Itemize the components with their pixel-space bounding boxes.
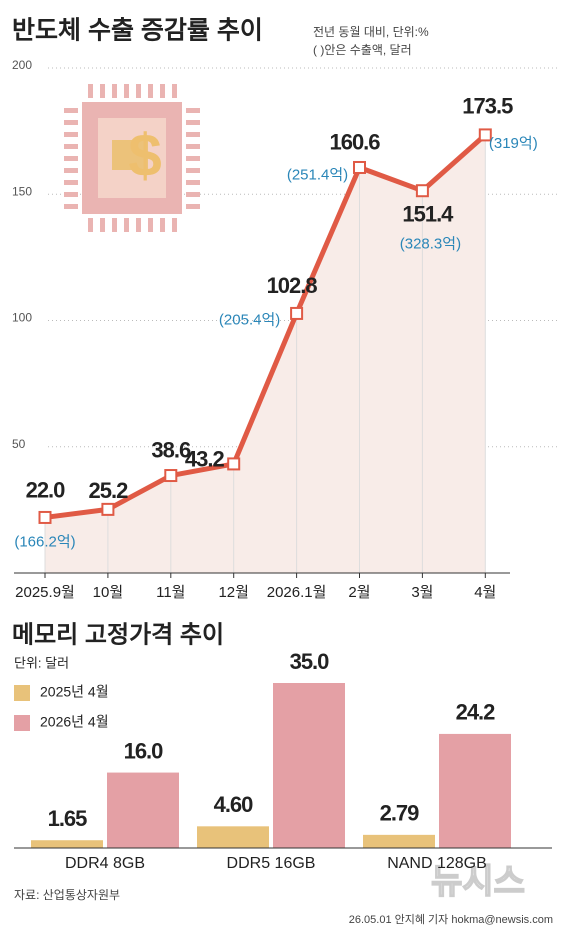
- value-label: 173.5: [462, 94, 513, 119]
- legend-swatch: [14, 685, 30, 701]
- legend-label: 2025년 4월: [40, 684, 109, 700]
- value-label: 16.0: [124, 738, 164, 763]
- value-label: 24.2: [456, 700, 496, 725]
- export-label: (319억): [489, 135, 538, 152]
- x-tick-label: 2월: [348, 584, 370, 601]
- export-label: (166.2억): [14, 533, 75, 550]
- logo: 뉴시스: [431, 863, 525, 901]
- value-label: 102.8: [267, 273, 318, 298]
- y-tick-label: 150: [12, 184, 32, 198]
- unit: 단위: 달러: [14, 655, 69, 670]
- bar: [363, 834, 435, 848]
- x-tick-label: 11월: [156, 584, 185, 601]
- x-tick-label: 2026.1월: [267, 584, 327, 601]
- source: 자료: 산업통상자원부: [14, 888, 120, 902]
- value-label: 35.0: [290, 649, 330, 674]
- bar: [31, 840, 103, 848]
- note: ( )안은 수출액, 달러: [313, 43, 412, 57]
- x-tick-label: 12월: [218, 584, 249, 601]
- export-label: (205.4억): [219, 311, 280, 328]
- y-tick-label: 50: [12, 437, 26, 451]
- value-label: 160.6: [329, 129, 380, 154]
- value-label: 25.2: [88, 478, 128, 503]
- chart-title: 메모리 고정가격 추이: [12, 621, 224, 648]
- bar: [273, 683, 345, 848]
- x-tick-label: NAND 128GB: [387, 855, 487, 872]
- value-label: 1.65: [48, 806, 88, 831]
- x-tick-label: 3월: [411, 584, 433, 601]
- value-label: 38.6: [151, 437, 191, 462]
- area: [45, 134, 486, 573]
- marker: [290, 306, 304, 320]
- legend-swatch: [14, 715, 30, 731]
- legend-label: 2026년 4월: [40, 714, 109, 730]
- value-label: 22.0: [26, 477, 66, 502]
- credit: 26.05.01 안지혜 기자 hokma@newsis.com: [349, 913, 553, 926]
- x-tick-label: 2025.9월: [15, 584, 75, 601]
- chip-icon: $: [64, 84, 200, 232]
- bar: [107, 772, 179, 848]
- line: [44, 133, 487, 520]
- bar: [439, 733, 511, 848]
- value-label: 4.60: [214, 792, 254, 817]
- marker: [415, 184, 429, 198]
- subtitle: 전년 동월 대비, 단위:%: [313, 25, 429, 39]
- x-tick-label: 10월: [93, 584, 124, 601]
- x-tick-label: DDR5 16GB: [227, 855, 316, 872]
- svg-text:$: $: [128, 122, 161, 189]
- bar: [197, 826, 269, 848]
- value-label: 43.2: [185, 447, 225, 472]
- y-tick-label: 200: [12, 58, 32, 72]
- y-tick-label: 100: [12, 311, 32, 325]
- marker: [38, 510, 52, 524]
- value-label: 151.4: [402, 202, 454, 227]
- marker: [353, 160, 366, 174]
- value-label: 2.79: [380, 801, 420, 826]
- marker: [478, 128, 492, 142]
- chart-title: 반도체 수출 증감률 추이: [12, 17, 263, 45]
- marker: [227, 457, 241, 471]
- marker: [101, 502, 115, 516]
- export-label: (251.4억): [287, 166, 348, 183]
- x-tick-label: DDR4 8GB: [65, 855, 145, 872]
- x-tick-label: 4월: [474, 584, 496, 601]
- export-label: (328.3억): [400, 236, 461, 253]
- marker: [164, 469, 178, 483]
